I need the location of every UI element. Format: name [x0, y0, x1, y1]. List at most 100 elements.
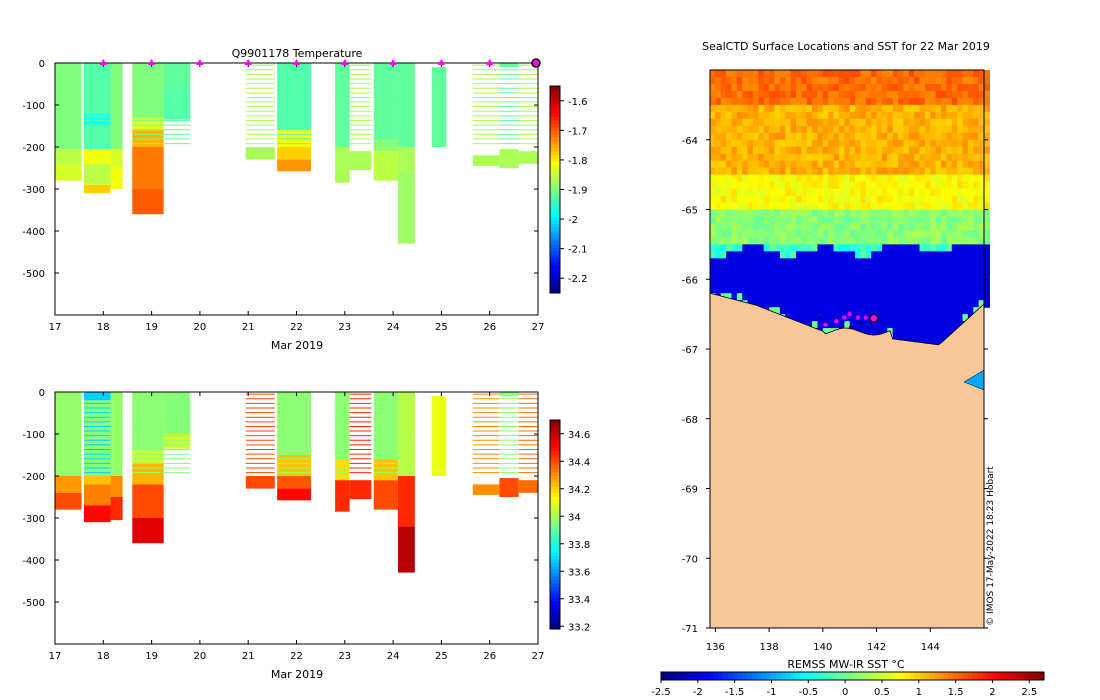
- sst-pixel: [935, 216, 942, 225]
- sst-pixel: [903, 202, 910, 211]
- y-tick-label: -400: [22, 227, 45, 238]
- sst-pixel: [984, 139, 990, 148]
- sst-pixel: [710, 223, 716, 232]
- sst-pixel: [726, 118, 733, 127]
- sst-pixel: [838, 132, 845, 141]
- colorbar-segment: [838, 672, 844, 680]
- sst-pixel: [817, 265, 824, 273]
- sst-pixel: [908, 125, 915, 134]
- sst-pixel: [935, 83, 942, 92]
- sst-pixel: [742, 188, 749, 197]
- data-cell: [163, 434, 191, 449]
- sst-pixel: [871, 328, 878, 336]
- sst-pixel: [924, 132, 931, 141]
- sst-pixel: [908, 76, 915, 85]
- sst-pixel: [984, 272, 990, 280]
- sst-pixel: [887, 160, 894, 169]
- y-tick-label: -200: [22, 143, 45, 154]
- sst-pixel: [763, 237, 770, 245]
- sst-pixel: [828, 230, 835, 238]
- sst-pixel: [795, 286, 802, 294]
- data-cell: [83, 476, 111, 485]
- colorbar-segment: [550, 196, 560, 201]
- sst-pixel: [752, 265, 759, 273]
- sst-pixel: [833, 139, 840, 148]
- sst-pixel: [774, 111, 781, 120]
- colorbar-segment: [857, 672, 863, 680]
- sst-pixel: [914, 90, 921, 99]
- sst-pixel: [774, 216, 781, 225]
- sst-pixel: [957, 97, 964, 106]
- sst-pixel: [876, 258, 883, 266]
- sst-pixel: [731, 202, 738, 211]
- sst-pixel: [978, 202, 985, 211]
- sst-pixel: [919, 272, 926, 280]
- sst-pixel: [806, 244, 813, 252]
- sst-pixel: [801, 153, 808, 162]
- sst-pixel: [849, 230, 856, 238]
- sst-pixel: [838, 118, 845, 127]
- sst-pixel: [758, 293, 765, 301]
- sst-pixel: [747, 272, 754, 280]
- sst-pixel: [812, 258, 819, 266]
- sst-pixel: [871, 223, 878, 232]
- sst-pixel: [908, 118, 915, 127]
- sst-pixel: [844, 209, 851, 218]
- sst-pixel: [984, 70, 990, 78]
- sst-pixel: [887, 188, 894, 197]
- sst-pixel: [817, 167, 824, 176]
- sst-pixel: [812, 244, 819, 252]
- sst-pixel: [736, 146, 743, 155]
- colorbar-segment: [550, 454, 560, 459]
- sst-pixel: [715, 90, 722, 99]
- colorbar-segment: [550, 496, 560, 501]
- sst-pixel: [919, 230, 926, 238]
- sst-pixel: [822, 167, 829, 176]
- sst-pixel: [978, 300, 985, 308]
- colorbar-segment: [1034, 672, 1040, 680]
- colorbar-segment: [938, 672, 944, 680]
- sst-pixel: [951, 104, 958, 113]
- x-tick-label: 23: [338, 651, 351, 662]
- profile-markers: [99, 58, 541, 68]
- sst-pixel: [812, 265, 819, 273]
- colorbar-tick-label: -1: [766, 687, 776, 698]
- sst-pixel: [876, 244, 883, 252]
- colorbar-segment: [550, 601, 560, 606]
- sst-pixel: [892, 328, 899, 336]
- sst-pixel: [779, 153, 786, 162]
- sst-pixel: [898, 167, 905, 176]
- sst-pixel: [769, 104, 776, 113]
- colorbar-segment: [1024, 672, 1031, 680]
- sst-pixel: [736, 216, 743, 225]
- sst-pixel: [801, 139, 808, 148]
- colorbar-segment: [809, 672, 815, 680]
- x-tick-label: 22: [290, 322, 303, 333]
- sst-pixel: [957, 223, 964, 232]
- sst-pixel: [710, 230, 716, 238]
- sst-pixel: [790, 174, 797, 183]
- sst-pixel: [855, 216, 862, 225]
- sst-colorbar-label: REMSS MW-IR SST °C: [787, 658, 905, 671]
- colorbar-segment: [550, 615, 560, 620]
- colorbar-segment: [550, 440, 560, 445]
- sst-pixel: [763, 118, 770, 127]
- sst-pixel: [946, 272, 953, 280]
- sst-pixel: [742, 265, 749, 273]
- x-tick-label: 136: [706, 642, 725, 653]
- colorbar-segment: [771, 672, 777, 680]
- colorbar-segment: [550, 524, 560, 529]
- sst-pixel: [833, 111, 840, 120]
- sst-pixel: [903, 195, 910, 204]
- sst-pixel: [769, 307, 776, 315]
- sst-pixel: [720, 125, 727, 134]
- colorbar-segment: [550, 562, 560, 567]
- sst-pixel: [892, 230, 899, 238]
- sst-pixel: [769, 139, 776, 148]
- sst-pixel: [817, 181, 824, 190]
- sst-pixel: [726, 174, 733, 183]
- sst-pixel: [742, 174, 749, 183]
- colorbar-segment: [862, 672, 868, 680]
- sst-pixel: [763, 216, 770, 225]
- colorbar-segment: [550, 451, 560, 456]
